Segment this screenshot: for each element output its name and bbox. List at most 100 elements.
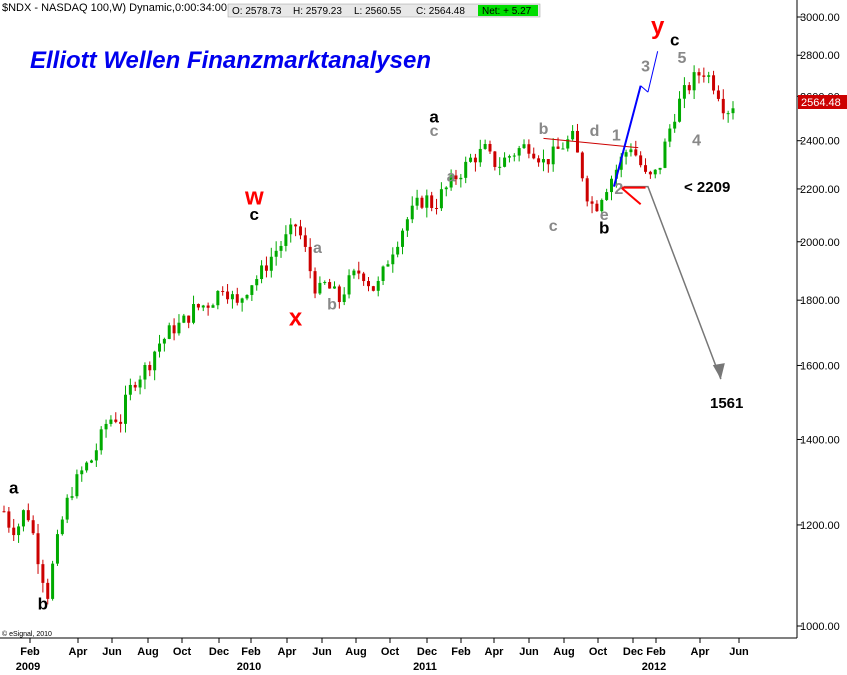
wave-label: c xyxy=(430,123,439,140)
candle-body xyxy=(532,153,536,159)
candle-body xyxy=(162,338,166,344)
x-tick-label: Feb xyxy=(646,646,666,658)
candle-body xyxy=(707,75,711,77)
candle-body xyxy=(216,290,220,306)
wave-label: b xyxy=(38,595,48,614)
candle-body xyxy=(527,144,531,154)
ohlc-box xyxy=(227,3,541,18)
candle-body xyxy=(255,279,259,286)
candle-body xyxy=(697,72,701,76)
candle-body xyxy=(459,177,463,180)
candle-body xyxy=(425,195,429,208)
wave-label: a xyxy=(447,168,456,185)
x-tick-label: Jun xyxy=(312,646,332,658)
candle-body xyxy=(658,167,662,170)
candle-body xyxy=(522,144,526,149)
candle-body xyxy=(167,325,171,339)
wave-label: b xyxy=(599,219,609,238)
candle-body xyxy=(85,462,89,471)
wave-label: c xyxy=(549,218,558,235)
candle-body xyxy=(318,282,322,294)
candle-body xyxy=(201,305,205,308)
x-tick-label: Jun xyxy=(519,646,539,658)
candle-body xyxy=(21,510,25,527)
x-tick-year: 2010 xyxy=(237,661,261,673)
candle-body xyxy=(313,271,317,294)
candle-body xyxy=(211,305,215,308)
y-tick-label: 1400.00 xyxy=(800,434,840,446)
candle-body xyxy=(328,282,332,289)
candle-body xyxy=(624,152,628,157)
candle-body xyxy=(75,474,79,497)
x-tick-label: Feb xyxy=(20,646,40,658)
x-tick-label: Dec xyxy=(623,646,643,658)
resistance-line xyxy=(543,137,639,149)
candle-body xyxy=(503,157,507,167)
candle-body xyxy=(464,161,468,178)
candle-body xyxy=(371,286,375,291)
candle-body xyxy=(119,421,123,424)
candle-body xyxy=(26,510,30,521)
wave-label: 2 xyxy=(614,181,623,198)
candle-body xyxy=(376,280,380,291)
wave-label: y xyxy=(651,13,665,40)
candle-body xyxy=(7,511,11,528)
candle-body xyxy=(639,155,643,166)
candle-body xyxy=(269,256,273,271)
candle-body xyxy=(230,294,234,300)
x-tick-label: Dec xyxy=(417,646,437,658)
candle-body xyxy=(595,203,599,212)
y-tick-label: 1000.00 xyxy=(800,621,840,633)
candle-body xyxy=(51,563,55,599)
candle-body xyxy=(610,178,613,193)
candle-body xyxy=(352,270,356,276)
wave-label: 3 xyxy=(641,58,650,75)
y-tick-label: 1200.00 xyxy=(800,520,840,532)
candle-body xyxy=(357,270,361,274)
candle-body xyxy=(444,187,448,190)
candle-body xyxy=(342,294,346,303)
x-tick-label: Apr xyxy=(485,646,505,658)
candle-body xyxy=(206,305,210,308)
wave-label: 1 xyxy=(612,128,621,145)
candle-body xyxy=(537,158,541,163)
candle-body xyxy=(405,219,409,231)
candle-body xyxy=(449,175,453,188)
candle-body xyxy=(716,90,720,99)
wave-label: x xyxy=(289,304,303,331)
candle-body xyxy=(712,75,716,91)
candle-body xyxy=(124,394,127,424)
wave-label: a xyxy=(429,108,439,127)
candle-body xyxy=(143,365,147,380)
candle-body xyxy=(12,527,16,536)
candle-body xyxy=(619,156,623,170)
candle-body xyxy=(89,460,93,463)
candle-body xyxy=(687,85,691,91)
candle-body xyxy=(420,197,424,208)
x-tick-year: 2009 xyxy=(16,661,40,673)
candle-body xyxy=(60,519,64,535)
x-tick-label: Feb xyxy=(451,646,471,658)
candle-body xyxy=(566,139,570,149)
wave-3-line xyxy=(612,85,642,187)
candle-body xyxy=(692,72,696,91)
x-tick-label: Jun xyxy=(729,646,749,658)
wave-label: w xyxy=(244,183,264,210)
y-tick-label: 2200.00 xyxy=(800,184,840,196)
y-tick-label: 3000.00 xyxy=(800,12,840,24)
candle-body xyxy=(158,343,162,352)
candle-body xyxy=(585,178,589,202)
wave-5-line xyxy=(647,51,659,93)
candle-body xyxy=(70,496,74,498)
x-tick-label: Apr xyxy=(278,646,298,658)
candle-body xyxy=(114,419,118,422)
close-value: C: 2564.48 xyxy=(416,6,465,17)
net-value: Net: + 5.27 xyxy=(482,6,532,17)
candle-body xyxy=(17,526,21,536)
candle-body xyxy=(260,265,264,280)
candle-body xyxy=(682,85,686,99)
candle-body xyxy=(488,143,492,152)
candle-body xyxy=(332,286,336,289)
